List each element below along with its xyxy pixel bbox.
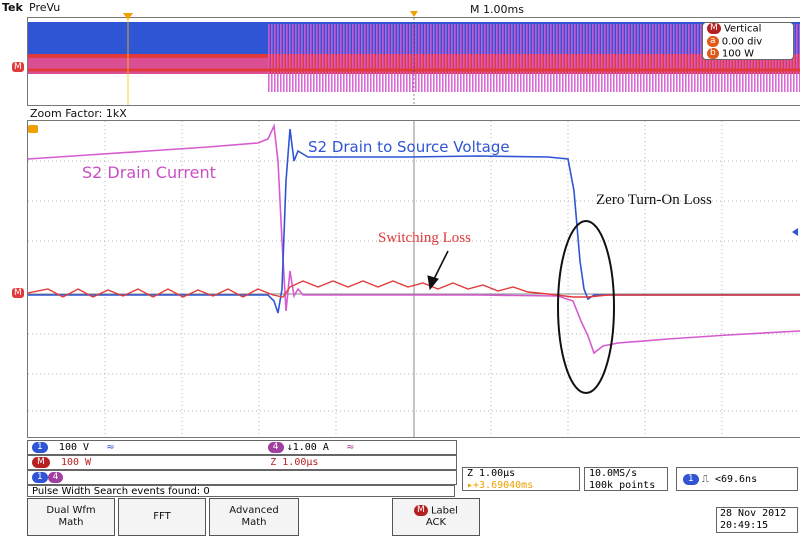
vertical-position: 0.00 div	[721, 36, 763, 47]
label-button[interactable]: M Label ACK	[392, 498, 480, 536]
ch-blue-scale: 100 V	[58, 442, 90, 453]
trigger-position: ▸+3.69040ms	[467, 480, 534, 491]
switching-loss-arrow	[427, 250, 449, 291]
position-knob-icon: a	[707, 35, 719, 47]
ch-pink-bw-icon: ≈	[346, 442, 355, 453]
fft-label: FFT	[153, 511, 171, 522]
ch-pink-scale: ↓1.00 A	[286, 442, 329, 453]
ch-pink-icon[interactable]: 4	[267, 441, 284, 453]
fft-button[interactable]: FFT	[118, 498, 206, 536]
math-zoom-time: Z 1.00µs	[270, 457, 319, 468]
acquisition-readout[interactable]: 10.0MS/s 100k points	[584, 467, 668, 491]
vertical-ch-icon: M	[707, 23, 721, 34]
search-status-bar: Pulse Width Search events found: 0	[27, 485, 455, 497]
datetime-readout: 28 Nov 2012 20:49:15	[716, 507, 798, 533]
label-text: Label	[430, 505, 458, 517]
main-graticule	[27, 120, 800, 438]
overview-ref-marker: M	[12, 62, 24, 72]
advanced-math-button[interactable]: Advanced Math	[209, 498, 299, 536]
trace-s2-vds	[28, 128, 800, 314]
dual-wfm-sublabel: Math	[58, 517, 84, 528]
zoom-scale-readout[interactable]: Z 1.00µs ▸+3.69040ms	[462, 467, 580, 491]
zoom-factor-label: Zoom Factor: 1kX	[30, 107, 127, 120]
label-s2-vds: S2 Drain to Source Voltage	[308, 138, 510, 156]
channel-readout-row1: 1 100 V ≈ 4 ↓1.00 A ≈	[27, 440, 457, 455]
advanced-sublabel: Math	[241, 517, 267, 528]
trigger-condition: ⎍ <69.6ns	[701, 474, 758, 485]
label-zero-turn-on-loss: Zero Turn-On Loss	[596, 192, 712, 208]
math-icon[interactable]: M	[32, 456, 50, 468]
vertical-readout[interactable]: M Vertical a 0.00 div b 100 W	[702, 22, 794, 60]
scale-knob-icon: b	[707, 48, 719, 59]
source-icon-4[interactable]: 4	[47, 471, 64, 483]
sample-rate: 10.0MS/s	[589, 468, 638, 479]
trigger-readout[interactable]: 1 ⎍ <69.6ns	[676, 467, 798, 491]
right-offscreen-marker	[792, 228, 798, 236]
math-label-icon: M	[414, 504, 428, 516]
math-scale: 100 W	[60, 457, 92, 468]
timebase-label: M 1.00ms	[470, 3, 524, 16]
ch-blue-bw-icon: ≈	[106, 442, 115, 453]
label-switching-loss: Switching Loss	[378, 230, 471, 246]
zero-turn-on-ellipse	[557, 220, 615, 394]
overview-waveform	[28, 18, 800, 105]
vertical-title: Vertical	[723, 23, 762, 35]
ch-pink-ground-marker[interactable]	[28, 125, 38, 133]
ch-blue-icon[interactable]: 1	[32, 441, 48, 453]
trigger-marker-top	[123, 13, 133, 20]
record-length: 100k points	[589, 480, 656, 491]
dual-wfm-label: Dual Wfm	[46, 505, 96, 516]
channel-readout-row2: M 100 W Z 1.00µs	[27, 455, 457, 470]
mode-label: PreVu	[29, 1, 61, 14]
timebase-marker-top	[410, 11, 418, 17]
main-waveform	[27, 121, 800, 437]
advanced-label: Advanced	[229, 505, 279, 516]
brand-label: Tek	[2, 1, 23, 14]
time: 20:49:15	[720, 520, 769, 531]
grid-lines	[28, 121, 800, 437]
date: 28 Nov 2012	[720, 508, 787, 519]
label-button-top: M Label	[393, 504, 479, 518]
trigger-source-icon: 1	[683, 473, 699, 485]
ack-text: ACK	[425, 517, 447, 529]
overview-panel	[27, 17, 800, 106]
vertical-scale: 100 W	[721, 48, 755, 60]
trace-s2-drain-current	[27, 123, 800, 355]
source-icon-1[interactable]: 1	[32, 471, 48, 483]
label-s2-drain-current: S2 Drain Current	[82, 163, 216, 182]
zoom-scale: Z 1.00µs	[467, 468, 516, 479]
math-ground-marker[interactable]: M	[12, 288, 24, 298]
trace-switching-loss	[27, 280, 800, 298]
dual-waveform-math-button[interactable]: Dual Wfm Math	[27, 498, 115, 536]
